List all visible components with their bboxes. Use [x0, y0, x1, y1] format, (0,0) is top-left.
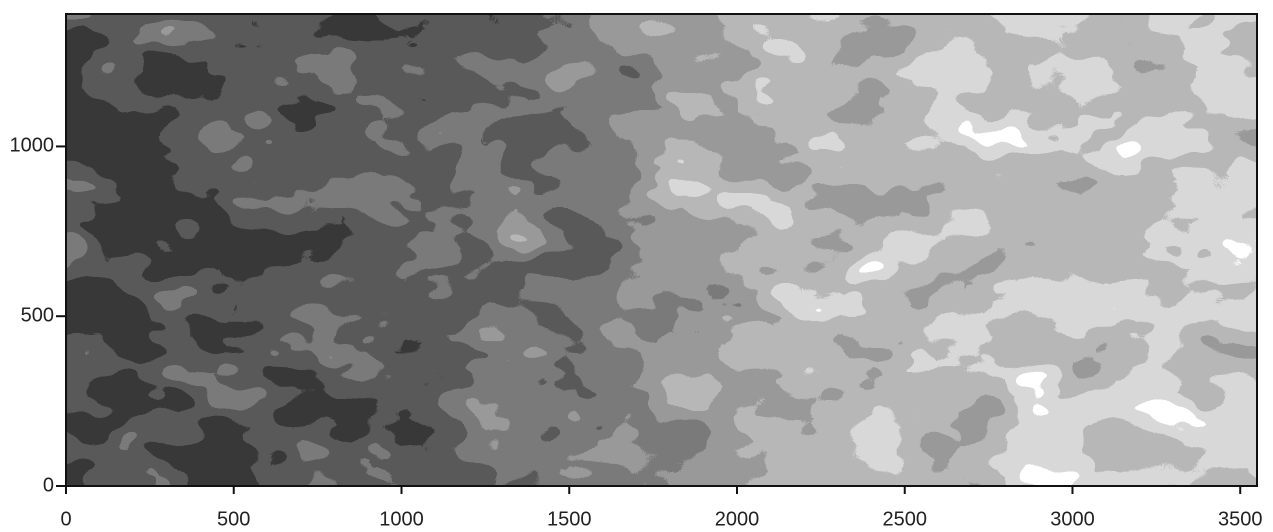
x-tick-label: 0 [60, 508, 71, 530]
contour-field [66, 14, 1257, 486]
x-tick-label: 3500 [1218, 508, 1263, 530]
x-tick-label: 1000 [379, 508, 424, 530]
x-tick-label: 1500 [547, 508, 592, 530]
plot-frame [65, 13, 1258, 487]
y-tick-label: 0 [43, 474, 54, 496]
x-tick-label: 3000 [1050, 508, 1095, 530]
x-tick-label: 2000 [715, 508, 760, 530]
y-tick-label: 500 [21, 304, 54, 326]
y-tick-label: 1000 [10, 135, 55, 157]
plot-area [65, 13, 1258, 487]
x-tick-label: 2500 [882, 508, 927, 530]
x-tick-label: 500 [217, 508, 250, 530]
